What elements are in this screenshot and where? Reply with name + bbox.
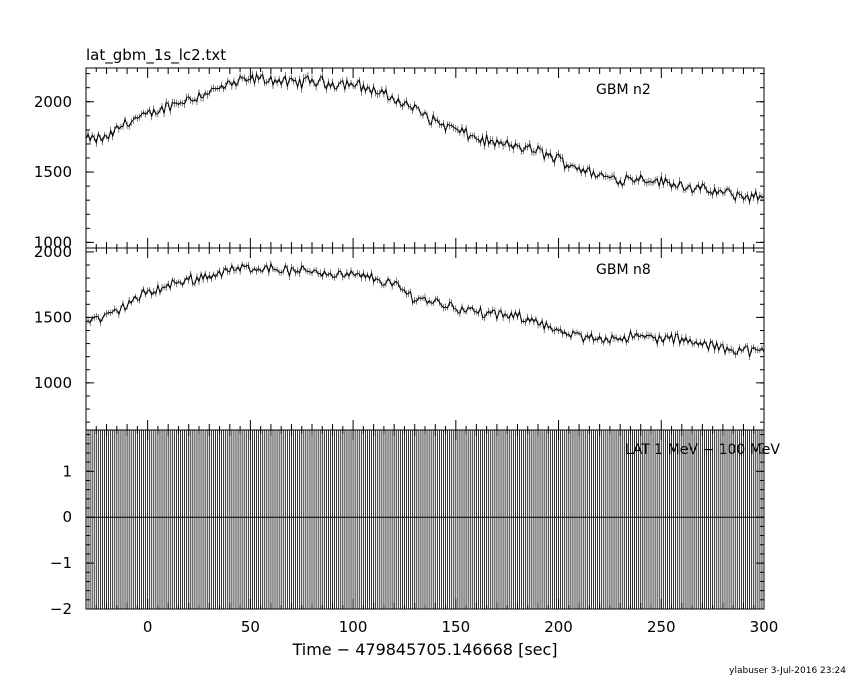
series-gbm-n2-line — [85, 72, 765, 204]
x-axis-label: Time − 479845705.146668 [sec] — [291, 640, 557, 659]
x-tick-label: 50 — [241, 618, 260, 636]
chart-title: lat_gbm_1s_lc2.txt — [86, 46, 226, 65]
x-ticks — [95, 430, 765, 609]
y-tick-label: 2000 — [34, 93, 72, 111]
y-tick-label: 1000 — [34, 374, 72, 392]
panel-lat: −2 −1 0 1 LAT 1 MeV − 100 MeV — [50, 429, 781, 618]
y-tick-label: 1 — [62, 462, 72, 480]
error-bars — [85, 260, 765, 360]
series-gbm-n8-line — [85, 261, 765, 358]
x-tick-label: 0 — [143, 618, 153, 636]
panel-lat-label: LAT 1 MeV − 100 MeV — [625, 442, 781, 458]
y-tick-label: 0 — [62, 508, 72, 526]
lat-bars — [85, 430, 765, 609]
x-tick-label: 150 — [441, 618, 470, 636]
panel-gbm-n8-frame — [85, 247, 765, 431]
panel-gbm-n2-label: GBM n2 — [596, 82, 651, 98]
x-ticks — [95, 248, 765, 430]
error-bars — [85, 70, 765, 206]
x-tick-label: 100 — [339, 618, 368, 636]
panel-gbm-n2-frame — [85, 67, 765, 249]
panel-gbm-n8-label: GBM n8 — [596, 262, 651, 278]
footer-timestamp: ylabuser 3-Jul-2016 23:24 — [729, 666, 846, 676]
x-tick-label: 300 — [750, 618, 779, 636]
y-tick-label: 1500 — [34, 163, 72, 181]
panel-gbm-n2: 1000 1500 2000 GBM n2 — [34, 67, 765, 251]
y-tick-label: −2 — [50, 600, 72, 618]
x-axis: 0 50 100 150 200 250 300 — [143, 618, 778, 636]
x-tick-label: 250 — [647, 618, 676, 636]
x-ticks — [95, 68, 765, 248]
x-tick-label: 200 — [544, 618, 573, 636]
y-tick-label: 1500 — [34, 308, 72, 326]
y-tick-label: 2000 — [34, 243, 72, 261]
panel-gbm-n8: 1000 1500 2000 GBM n8 — [34, 243, 765, 431]
y-tick-label: 1000 — [34, 233, 72, 251]
y-tick-label: −1 — [50, 554, 72, 572]
